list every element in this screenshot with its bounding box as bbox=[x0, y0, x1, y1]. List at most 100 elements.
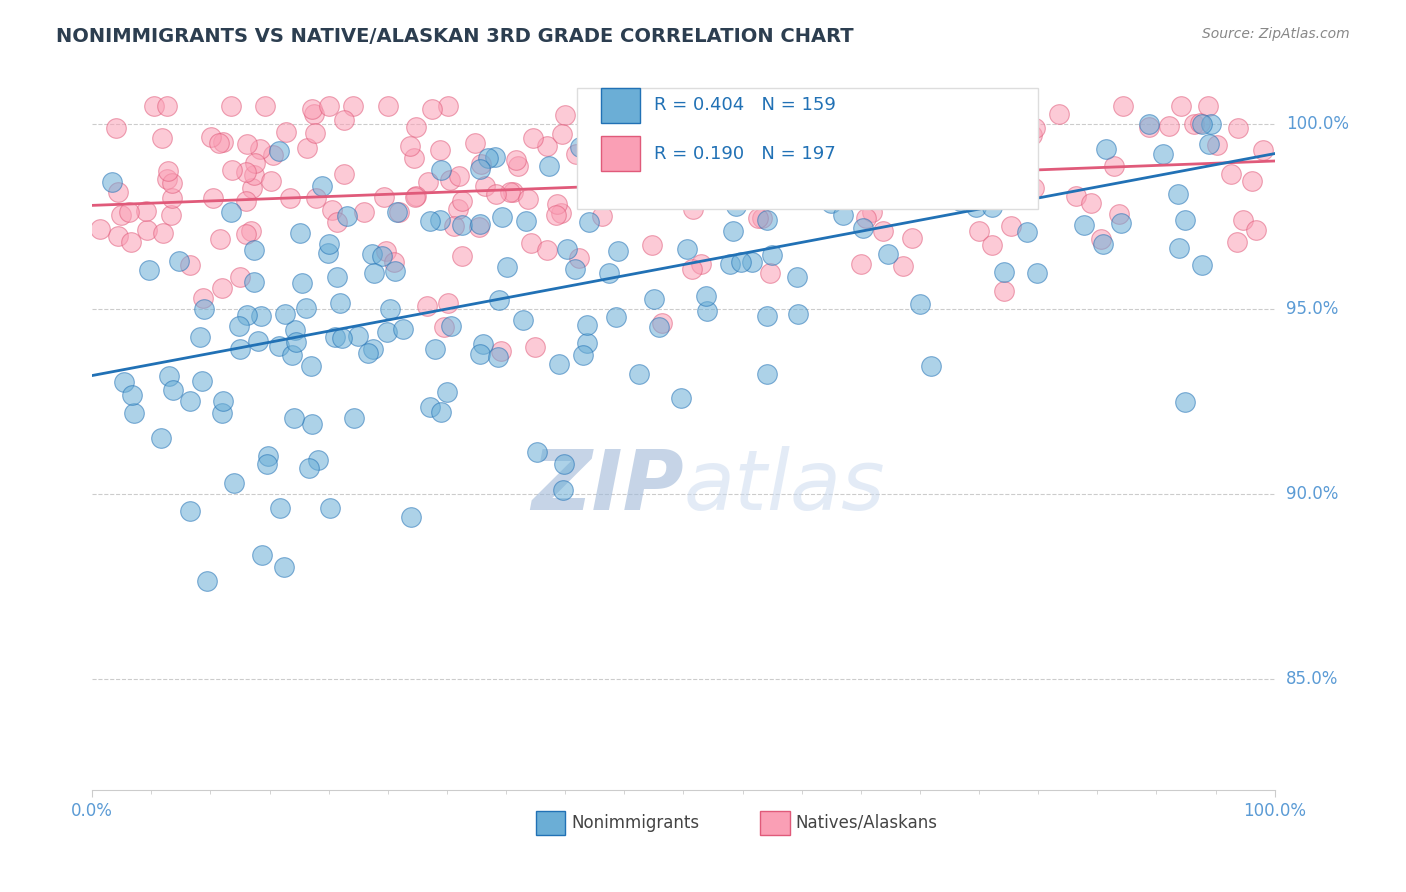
Point bbox=[626, 172, 648, 186]
Point bbox=[804, 135, 827, 149]
Point bbox=[326, 269, 349, 284]
Point bbox=[725, 199, 748, 213]
Point bbox=[468, 217, 491, 231]
Point bbox=[628, 368, 651, 382]
Point bbox=[499, 186, 522, 200]
Point bbox=[243, 168, 266, 182]
Point bbox=[451, 249, 474, 263]
Point bbox=[211, 406, 233, 420]
Point bbox=[377, 98, 399, 112]
Point bbox=[523, 340, 546, 354]
Point bbox=[243, 243, 266, 257]
Point bbox=[235, 227, 257, 242]
Point bbox=[149, 431, 172, 445]
Point bbox=[686, 174, 709, 188]
Point bbox=[1174, 212, 1197, 227]
Point bbox=[471, 336, 494, 351]
Point bbox=[188, 330, 211, 344]
Point bbox=[209, 232, 232, 246]
Point bbox=[911, 161, 934, 175]
Point bbox=[297, 460, 319, 475]
Point bbox=[721, 188, 744, 202]
Point bbox=[1002, 140, 1025, 154]
Point bbox=[120, 235, 142, 249]
Point bbox=[1226, 235, 1249, 250]
Point bbox=[284, 323, 307, 337]
Text: R = 0.190   N = 197: R = 0.190 N = 197 bbox=[654, 145, 835, 162]
Point bbox=[489, 343, 512, 358]
Point bbox=[361, 247, 384, 261]
Point bbox=[468, 347, 491, 361]
Point bbox=[751, 211, 773, 225]
Point bbox=[704, 98, 727, 112]
Text: NONIMMIGRANTS VS NATIVE/ALASKAN 3RD GRADE CORRELATION CHART: NONIMMIGRANTS VS NATIVE/ALASKAN 3RD GRAD… bbox=[56, 27, 853, 45]
Point bbox=[262, 148, 284, 162]
Point bbox=[865, 183, 887, 197]
Point bbox=[160, 208, 183, 222]
Point bbox=[1024, 120, 1046, 135]
Text: R = 0.404   N = 159: R = 0.404 N = 159 bbox=[654, 95, 835, 113]
Point bbox=[740, 113, 762, 128]
Point bbox=[505, 153, 527, 168]
Point bbox=[219, 204, 242, 219]
Point bbox=[221, 163, 243, 178]
Point bbox=[575, 336, 598, 351]
Point bbox=[121, 388, 143, 402]
Point bbox=[157, 164, 180, 178]
Point bbox=[848, 152, 870, 166]
Point bbox=[965, 200, 987, 214]
Point bbox=[730, 254, 752, 268]
Point bbox=[815, 98, 838, 112]
Point bbox=[860, 205, 883, 219]
Point bbox=[682, 202, 704, 216]
Point bbox=[224, 476, 246, 491]
Point bbox=[741, 254, 763, 268]
Point bbox=[1152, 147, 1174, 161]
Point bbox=[1025, 266, 1047, 280]
Point bbox=[467, 220, 489, 235]
Point bbox=[208, 136, 231, 151]
Point bbox=[641, 238, 664, 252]
Point bbox=[659, 149, 682, 163]
Point bbox=[1198, 137, 1220, 152]
Point bbox=[1157, 120, 1180, 134]
Point bbox=[821, 140, 844, 154]
Point bbox=[609, 179, 631, 194]
Point bbox=[810, 116, 832, 130]
Point bbox=[981, 152, 1004, 166]
Point bbox=[228, 318, 250, 333]
Point bbox=[301, 102, 323, 116]
FancyBboxPatch shape bbox=[536, 812, 565, 835]
Point bbox=[728, 140, 751, 154]
Point bbox=[605, 310, 627, 325]
Point bbox=[872, 224, 894, 238]
Point bbox=[375, 244, 398, 258]
Point bbox=[585, 121, 607, 136]
Point bbox=[830, 142, 852, 156]
Point bbox=[267, 338, 290, 352]
Point bbox=[443, 219, 465, 234]
Point bbox=[439, 318, 461, 333]
Point bbox=[329, 296, 352, 310]
Point bbox=[1139, 120, 1161, 134]
Point bbox=[1197, 98, 1219, 112]
Point bbox=[789, 192, 811, 206]
Point bbox=[246, 334, 269, 348]
Point bbox=[167, 254, 190, 268]
Point bbox=[464, 136, 486, 150]
Point bbox=[325, 215, 347, 229]
Point bbox=[1095, 142, 1118, 156]
Point bbox=[569, 140, 592, 154]
Point bbox=[1241, 174, 1264, 188]
Point bbox=[382, 255, 405, 269]
Point bbox=[939, 186, 962, 201]
Point bbox=[1010, 145, 1032, 159]
Point bbox=[491, 210, 513, 224]
Point bbox=[239, 224, 262, 238]
Point bbox=[311, 179, 333, 194]
Point bbox=[537, 160, 560, 174]
Point bbox=[291, 276, 314, 290]
Point bbox=[437, 296, 460, 310]
Point bbox=[304, 126, 326, 140]
Point bbox=[429, 143, 451, 157]
